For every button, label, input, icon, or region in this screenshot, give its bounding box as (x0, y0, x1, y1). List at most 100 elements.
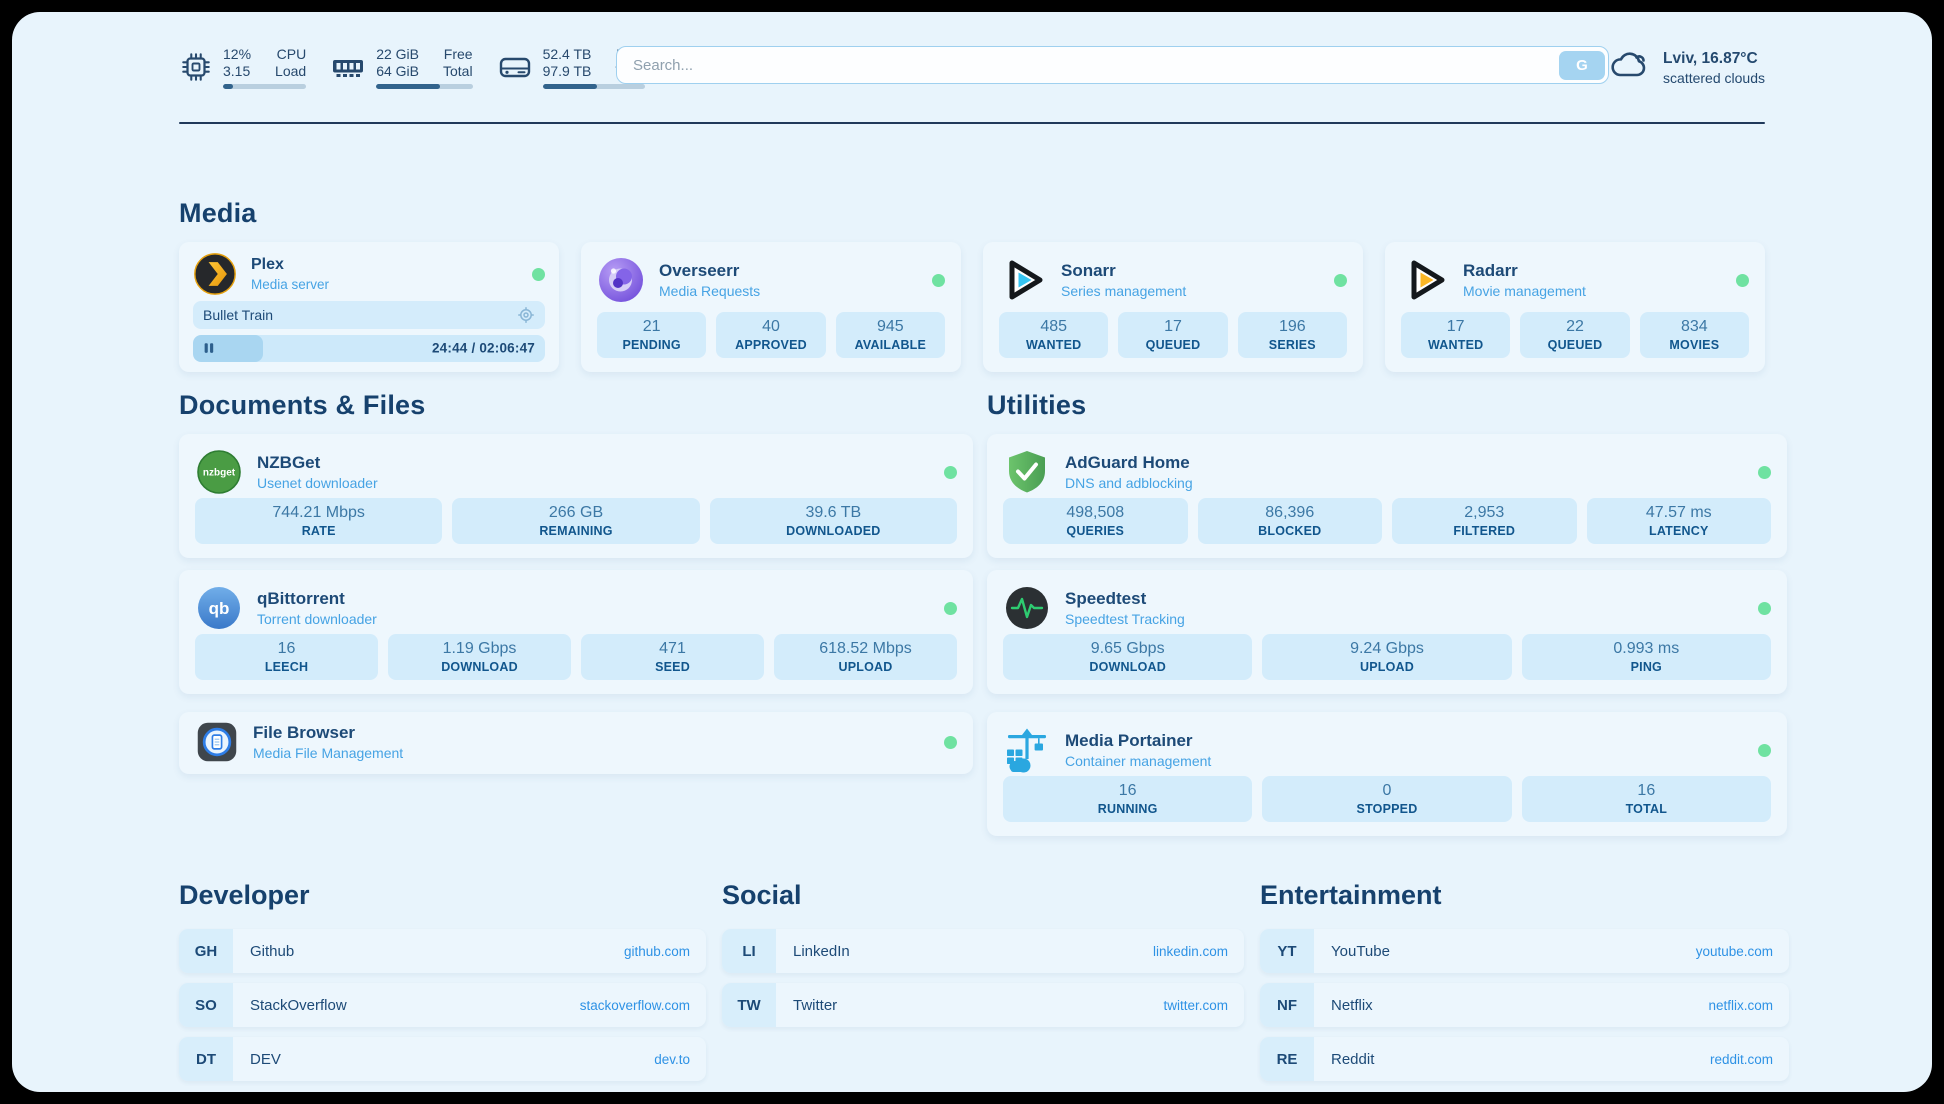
bookmark-group-developer: Developer GH Github github.com SO StackO… (179, 880, 706, 1091)
app-card-nzbget[interactable]: nzbget NZBGet Usenet downloader 744.21 M… (179, 434, 973, 558)
stat-label: WANTED (1427, 338, 1484, 352)
app-name: Speedtest (1065, 588, 1147, 608)
stat-value: 17 (1446, 318, 1465, 335)
bookmark-url: youtube.com (1695, 943, 1773, 959)
stat-value: 86,396 (1265, 504, 1315, 521)
stat-label: BLOCKED (1258, 524, 1322, 538)
stat-movies: 834 MOVIES (1639, 312, 1749, 358)
stat-value: 21 (642, 318, 661, 335)
app-name: NZBGet (257, 452, 321, 472)
stat-value: 945 (876, 318, 904, 335)
app-description: Media File Management (253, 745, 404, 762)
status-online-dot (944, 465, 957, 479)
qbittorrent-icon: qb (195, 584, 243, 632)
app-description: Series management (1061, 283, 1187, 300)
stat-value: 17 (1164, 318, 1182, 335)
app-name: qBittorrent (257, 588, 345, 608)
stat-value: 498,508 (1066, 504, 1125, 521)
app-description: Speedtest Tracking (1065, 611, 1185, 628)
portainer-icon (1003, 726, 1051, 774)
stat-label: DOWNLOAD (441, 660, 518, 674)
widget-labels: CPU Load (275, 46, 307, 79)
now-playing-title: Bullet Train (203, 306, 274, 323)
app-description: DNS and adblocking (1065, 475, 1193, 492)
stat-download: 9.65 Gbps DOWNLOAD (1003, 634, 1253, 680)
stat-value: 47.57 ms (1645, 504, 1712, 521)
app-card-portainer[interactable]: Media Portainer Container management 16 … (987, 712, 1787, 836)
app-card-qbittorrent[interactable]: qb qBittorrent Torrent downloader 16 LEE… (179, 570, 973, 694)
cloud-icon (1609, 45, 1651, 90)
documents-column: nzbget NZBGet Usenet downloader 744.21 M… (179, 434, 973, 786)
status-online-dot (932, 273, 945, 287)
app-card-overseerr[interactable]: Overseerr Media Requests 21 PENDING 40 A… (581, 242, 961, 372)
stats-row: 16 RUNNING 0 STOPPED 16 TOTAL (1003, 776, 1771, 822)
bookmark-github[interactable]: GH Github github.com (179, 929, 706, 973)
bookmark-linkedin[interactable]: LI LinkedIn linkedin.com (722, 929, 1244, 973)
section-title-documents: Documents & Files (179, 390, 426, 420)
search-engine-button[interactable]: G (1559, 50, 1605, 80)
speedtest-icon (1003, 584, 1051, 632)
stat-value: 196 (1278, 318, 1306, 335)
card-head: Plex Media server (193, 252, 545, 296)
system-widget-ram: 22 GiB 64 GiB Free Total (330, 46, 473, 89)
stat-label: WANTED (1025, 338, 1082, 352)
weather-widget: Lviv, 16.87°C scattered clouds (1609, 45, 1765, 90)
bookmark-group-title: Social (722, 880, 802, 910)
bookmark-url: stackoverflow.com (579, 997, 690, 1013)
stat-queued: 17 QUEUED (1118, 312, 1228, 358)
search-input[interactable] (616, 46, 1609, 84)
stat-blocked: 86,396 BLOCKED (1197, 498, 1382, 544)
bookmark-stackoverflow[interactable]: SO StackOverflow stackoverflow.com (179, 983, 706, 1027)
stats-row: 21 PENDING 40 APPROVED 945 AVAILABLE (597, 312, 945, 358)
stat-value: 1.19 Gbps (442, 640, 517, 657)
status-online-dot (1736, 273, 1749, 287)
pause-icon (202, 341, 216, 355)
bookmark-dev[interactable]: DT DEV dev.to (179, 1037, 706, 1081)
app-name: Overseerr (659, 260, 740, 280)
filebrowser-icon (195, 720, 239, 764)
app-card-radarr[interactable]: Radarr Movie management 17 WANTED 22 QUE… (1385, 242, 1765, 372)
stat-label: APPROVED (735, 338, 807, 352)
settings-icon[interactable] (517, 306, 535, 324)
app-description: Container management (1065, 753, 1212, 770)
app-card-sonarr[interactable]: Sonarr Series management 485 WANTED 17 Q… (983, 242, 1363, 372)
stat-upload: 618.52 Mbps UPLOAD (774, 634, 957, 680)
bookmark-twitter[interactable]: TW Twitter twitter.com (722, 983, 1244, 1027)
status-online-dot (1758, 601, 1771, 615)
app-card-filebrowser[interactable]: File Browser Media File Management (179, 712, 973, 774)
section-title-utilities: Utilities (987, 390, 1087, 420)
ram-icon (330, 50, 366, 89)
weather-location-temp: Lviv, 16.87°C (1663, 49, 1758, 67)
bookmark-group-title: Entertainment (1260, 880, 1442, 910)
app-description: Torrent downloader (257, 611, 377, 628)
stat-label: TOTAL (1625, 802, 1668, 816)
stat-wanted: 17 WANTED (1401, 312, 1511, 358)
app-card-speedtest[interactable]: Speedtest Speedtest Tracking 9.65 Gbps D… (987, 570, 1787, 694)
stats-row: 485 WANTED 17 QUEUED 196 SERIES (999, 312, 1347, 358)
bookmark-youtube[interactable]: YT YouTube youtube.com (1260, 929, 1789, 973)
stat-label: UPLOAD (838, 660, 893, 674)
stat-filtered: 2,953 FILTERED (1392, 498, 1577, 544)
app-name: AdGuard Home (1065, 452, 1190, 472)
bookmark-netflix[interactable]: NF Netflix netflix.com (1260, 983, 1789, 1027)
weather-condition: scattered clouds (1663, 69, 1765, 86)
bookmarks-grid: Developer GH Github github.com SO StackO… (179, 880, 1789, 1091)
system-widget-cpu: 12% 3.15 CPU Load (179, 46, 307, 89)
svg-text:nzbget: nzbget (203, 468, 236, 479)
stat-value: 2,953 (1464, 504, 1505, 521)
stat-queued: 22 QUEUED (1520, 312, 1630, 358)
stat-label: QUEUED (1145, 338, 1201, 352)
playback-time: 24:44 / 02:06:47 (431, 340, 535, 356)
stat-stopped: 0 STOPPED (1262, 776, 1512, 822)
stat-remaining: 266 GB REMAINING (452, 498, 700, 544)
now-playing-bar: Bullet Train (193, 301, 545, 329)
app-description: Media server (251, 276, 330, 292)
stats-row: 744.21 Mbps RATE 266 GB REMAINING 39.6 T… (195, 498, 957, 544)
app-card-adguard[interactable]: AdGuard Home DNS and adblocking 498,508 … (987, 434, 1787, 558)
card-head: Overseerr Media Requests (597, 256, 945, 304)
bookmark-reddit[interactable]: RE Reddit reddit.com (1260, 1037, 1789, 1081)
bookmark-name: StackOverflow (250, 996, 347, 1014)
bookmark-url: netflix.com (1708, 997, 1773, 1013)
app-card-plex[interactable]: Plex Media server Bullet Train 24:44 / 0… (179, 242, 559, 372)
card-head: Speedtest Speedtest Tracking (1003, 584, 1771, 632)
